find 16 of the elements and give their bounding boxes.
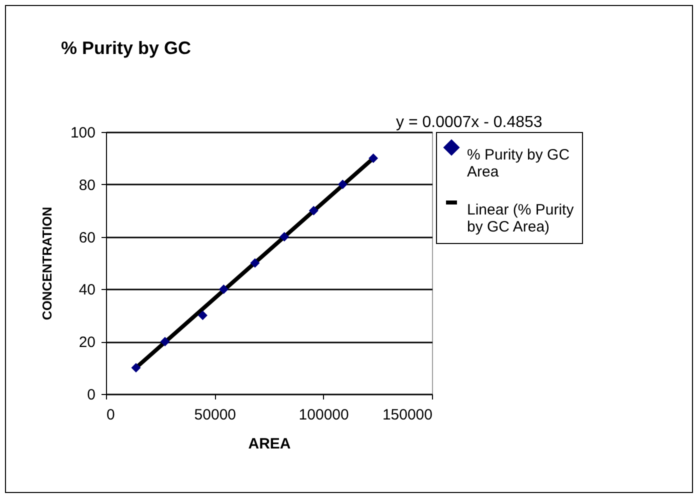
- y-tick-label: 80: [78, 176, 96, 194]
- x-axis-title: AREA: [248, 436, 291, 452]
- y-tick-label: 0: [87, 386, 96, 404]
- x-tick-label: 0: [106, 406, 115, 424]
- text: y = 0.0007x - 0.4853: [396, 114, 542, 131]
- x-tick-label: 150000: [382, 406, 432, 424]
- legend-label: Linear (% Purity by GC Area): [467, 202, 574, 236]
- y-axis-title: CONCENTRATION: [39, 206, 54, 320]
- x-tick-label: 100000: [298, 406, 349, 424]
- y-tick-label: 60: [78, 229, 96, 246]
- y-tick-label: 20: [78, 334, 96, 352]
- legend-label: % Purity by GC Area: [467, 146, 570, 180]
- y-tick-label: 40: [78, 282, 96, 299]
- chart-title: % Purity by GC: [60, 38, 192, 58]
- x-tick-label: 50000: [194, 406, 236, 424]
- y-tick-label: 100: [70, 124, 96, 142]
